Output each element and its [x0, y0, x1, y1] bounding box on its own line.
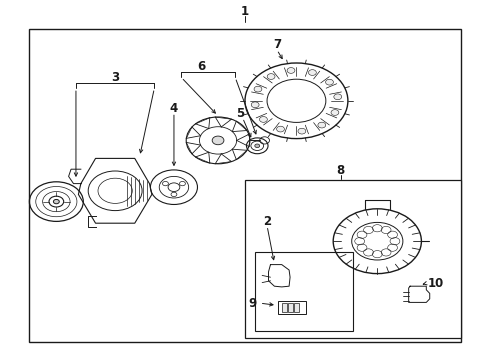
Text: 8: 8: [337, 165, 344, 177]
Circle shape: [287, 68, 295, 73]
Text: 6: 6: [197, 60, 205, 73]
Circle shape: [318, 122, 326, 128]
Bar: [29, 29, 461, 342]
Text: 4: 4: [170, 102, 178, 114]
Circle shape: [298, 128, 306, 134]
Text: 5: 5: [236, 107, 244, 120]
Circle shape: [255, 144, 260, 148]
Circle shape: [309, 69, 317, 75]
Circle shape: [254, 86, 262, 92]
Bar: [245, 180, 461, 338]
Bar: [282, 303, 287, 312]
Circle shape: [212, 136, 224, 145]
Circle shape: [251, 102, 259, 108]
Circle shape: [260, 117, 268, 122]
Circle shape: [276, 126, 284, 132]
Bar: [294, 303, 299, 312]
Bar: [278, 301, 306, 314]
Text: 7: 7: [273, 39, 281, 51]
Text: 2: 2: [263, 215, 271, 228]
Bar: [255, 252, 353, 331]
Bar: [288, 303, 293, 312]
Circle shape: [267, 74, 275, 80]
Circle shape: [325, 79, 333, 85]
Circle shape: [331, 110, 339, 116]
Circle shape: [334, 94, 342, 100]
Circle shape: [53, 199, 59, 204]
Text: 9: 9: [248, 297, 256, 310]
Text: 10: 10: [428, 277, 444, 290]
Text: 1: 1: [241, 5, 249, 18]
Text: 3: 3: [111, 71, 119, 84]
